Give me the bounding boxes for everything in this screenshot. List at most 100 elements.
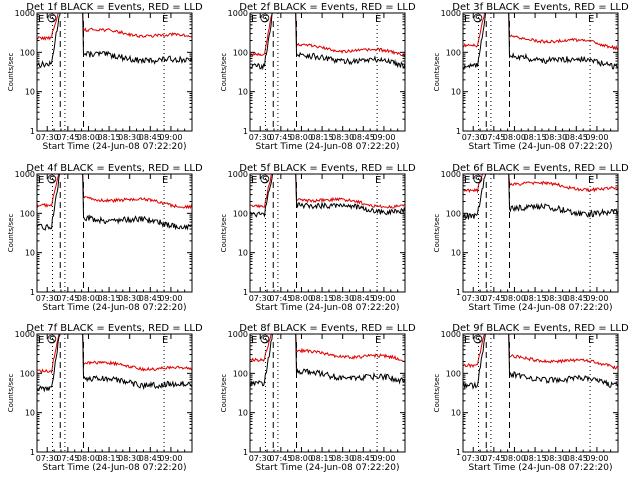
y-tick-label: 1	[243, 127, 248, 136]
x-tick-label: 08:30	[118, 454, 141, 463]
y-tick-label: 100	[446, 48, 461, 57]
y-tick-label: 10	[451, 249, 461, 258]
x-tick-label: 08:45	[352, 454, 375, 463]
x-tick-label: 08:00	[503, 133, 526, 142]
x-tick-label: 09:00	[372, 294, 395, 303]
y-tick-label: 1	[30, 288, 35, 297]
x-tick-label: 09:00	[159, 133, 182, 142]
x-tick-label: 08:30	[118, 133, 141, 142]
marker-circle	[47, 13, 57, 23]
y-tick-label: 10	[238, 409, 248, 418]
panel-title: Det 5f BLACK = Events, RED = LLD	[239, 163, 416, 174]
plot-frame	[462, 333, 619, 453]
x-tick-label: 08:15	[311, 133, 334, 142]
y-tick-label: 10	[25, 88, 35, 97]
event-marker-label: E	[588, 14, 594, 25]
plot-area	[37, 334, 192, 393]
x-axis-label: Start Time (24-Jun-08 07:22:20)	[256, 463, 400, 473]
y-tick-label: 1	[30, 448, 35, 457]
y-tick-label: 1	[456, 448, 461, 457]
x-tick-label: 08:30	[331, 294, 354, 303]
plot-area	[250, 13, 405, 71]
y-axis-label: Counts/sec	[433, 374, 441, 413]
y-axis-label: Counts/sec	[220, 214, 228, 253]
x-tick-label: 07:30	[36, 454, 59, 463]
event-marker-label: E	[38, 335, 44, 346]
y-axis-label: Counts/sec	[7, 214, 15, 253]
panel-title: Det 9f BLACK = Events, RED = LLD	[452, 323, 629, 334]
panel-title: Det 1f BLACK = Events, RED = LLD	[26, 2, 203, 13]
plot-area	[37, 13, 192, 69]
x-axis-label: Start Time (24-Jun-08 07:22:20)	[256, 303, 400, 313]
event-marker-label: E	[464, 14, 470, 25]
y-tick-label: 1	[30, 127, 35, 136]
events-series-line	[463, 334, 618, 390]
x-tick-label: 08:30	[331, 133, 354, 142]
marker-circle	[473, 13, 483, 23]
x-tick-label: 07:45	[482, 454, 505, 463]
plot-area	[250, 174, 405, 218]
x-tick-label: 07:30	[462, 133, 485, 142]
y-tick-label: 100	[20, 369, 35, 378]
x-tick-label: 08:45	[352, 294, 375, 303]
event-marker-label: E	[162, 175, 168, 186]
events-series-line	[250, 13, 405, 71]
y-axis-label: Counts/sec	[7, 53, 15, 92]
x-tick-label: 09:00	[585, 133, 608, 142]
y-axis-label: Counts/sec	[433, 214, 441, 253]
x-tick-label: 07:45	[56, 454, 79, 463]
x-tick-label: 08:00	[290, 454, 313, 463]
event-marker-label: S	[475, 175, 481, 186]
x-axis-label: Start Time (24-Jun-08 07:22:20)	[469, 463, 613, 473]
plot-area	[37, 174, 192, 231]
y-tick-label: 100	[233, 369, 248, 378]
y-tick-label: 10	[451, 88, 461, 97]
event-marker-label: S	[262, 14, 268, 25]
lld-series-line	[463, 174, 618, 194]
y-tick-label: 100	[20, 209, 35, 218]
event-marker-label: S	[475, 335, 481, 346]
x-tick-label: 08:15	[524, 454, 547, 463]
x-axis-label: Start Time (24-Jun-08 07:22:20)	[256, 142, 400, 152]
x-tick-label: 07:30	[36, 133, 59, 142]
event-marker-label: S	[262, 335, 268, 346]
events-series-line	[463, 174, 618, 220]
x-tick-label: 08:00	[503, 294, 526, 303]
events-series-line	[37, 334, 192, 393]
x-tick-label: 09:00	[159, 454, 182, 463]
lld-series-line	[37, 13, 192, 41]
x-tick-label: 08:15	[98, 133, 121, 142]
x-tick-label: 08:30	[544, 294, 567, 303]
x-tick-label: 08:45	[565, 294, 588, 303]
event-marker-label: E	[251, 335, 257, 346]
y-tick-label: 1000	[441, 9, 461, 18]
event-marker-label: E	[375, 175, 381, 186]
lld-series-line	[37, 174, 192, 210]
y-tick-label: 10	[25, 409, 35, 418]
plot-area	[463, 13, 618, 71]
y-tick-label: 100	[446, 369, 461, 378]
x-tick-label: 07:30	[36, 294, 59, 303]
x-tick-label: 09:00	[585, 454, 608, 463]
event-marker-label: S	[49, 175, 55, 186]
event-marker-label: E	[38, 14, 44, 25]
plot-frame	[36, 173, 193, 293]
x-tick-label: 08:00	[503, 454, 526, 463]
y-tick-label: 1000	[228, 170, 248, 179]
x-tick-label: 07:45	[269, 133, 292, 142]
y-tick-label: 1	[456, 127, 461, 136]
x-tick-label: 08:15	[311, 454, 334, 463]
panel-title: Det 6f BLACK = Events, RED = LLD	[452, 163, 629, 174]
y-axis-label: Counts/sec	[220, 53, 228, 92]
panel-title: Det 8f BLACK = Events, RED = LLD	[239, 323, 416, 334]
plot-frame	[249, 173, 406, 293]
y-axis-label: Counts/sec	[220, 374, 228, 413]
events-series-line	[463, 13, 618, 71]
x-tick-label: 08:45	[565, 133, 588, 142]
lld-series-line	[250, 334, 405, 363]
